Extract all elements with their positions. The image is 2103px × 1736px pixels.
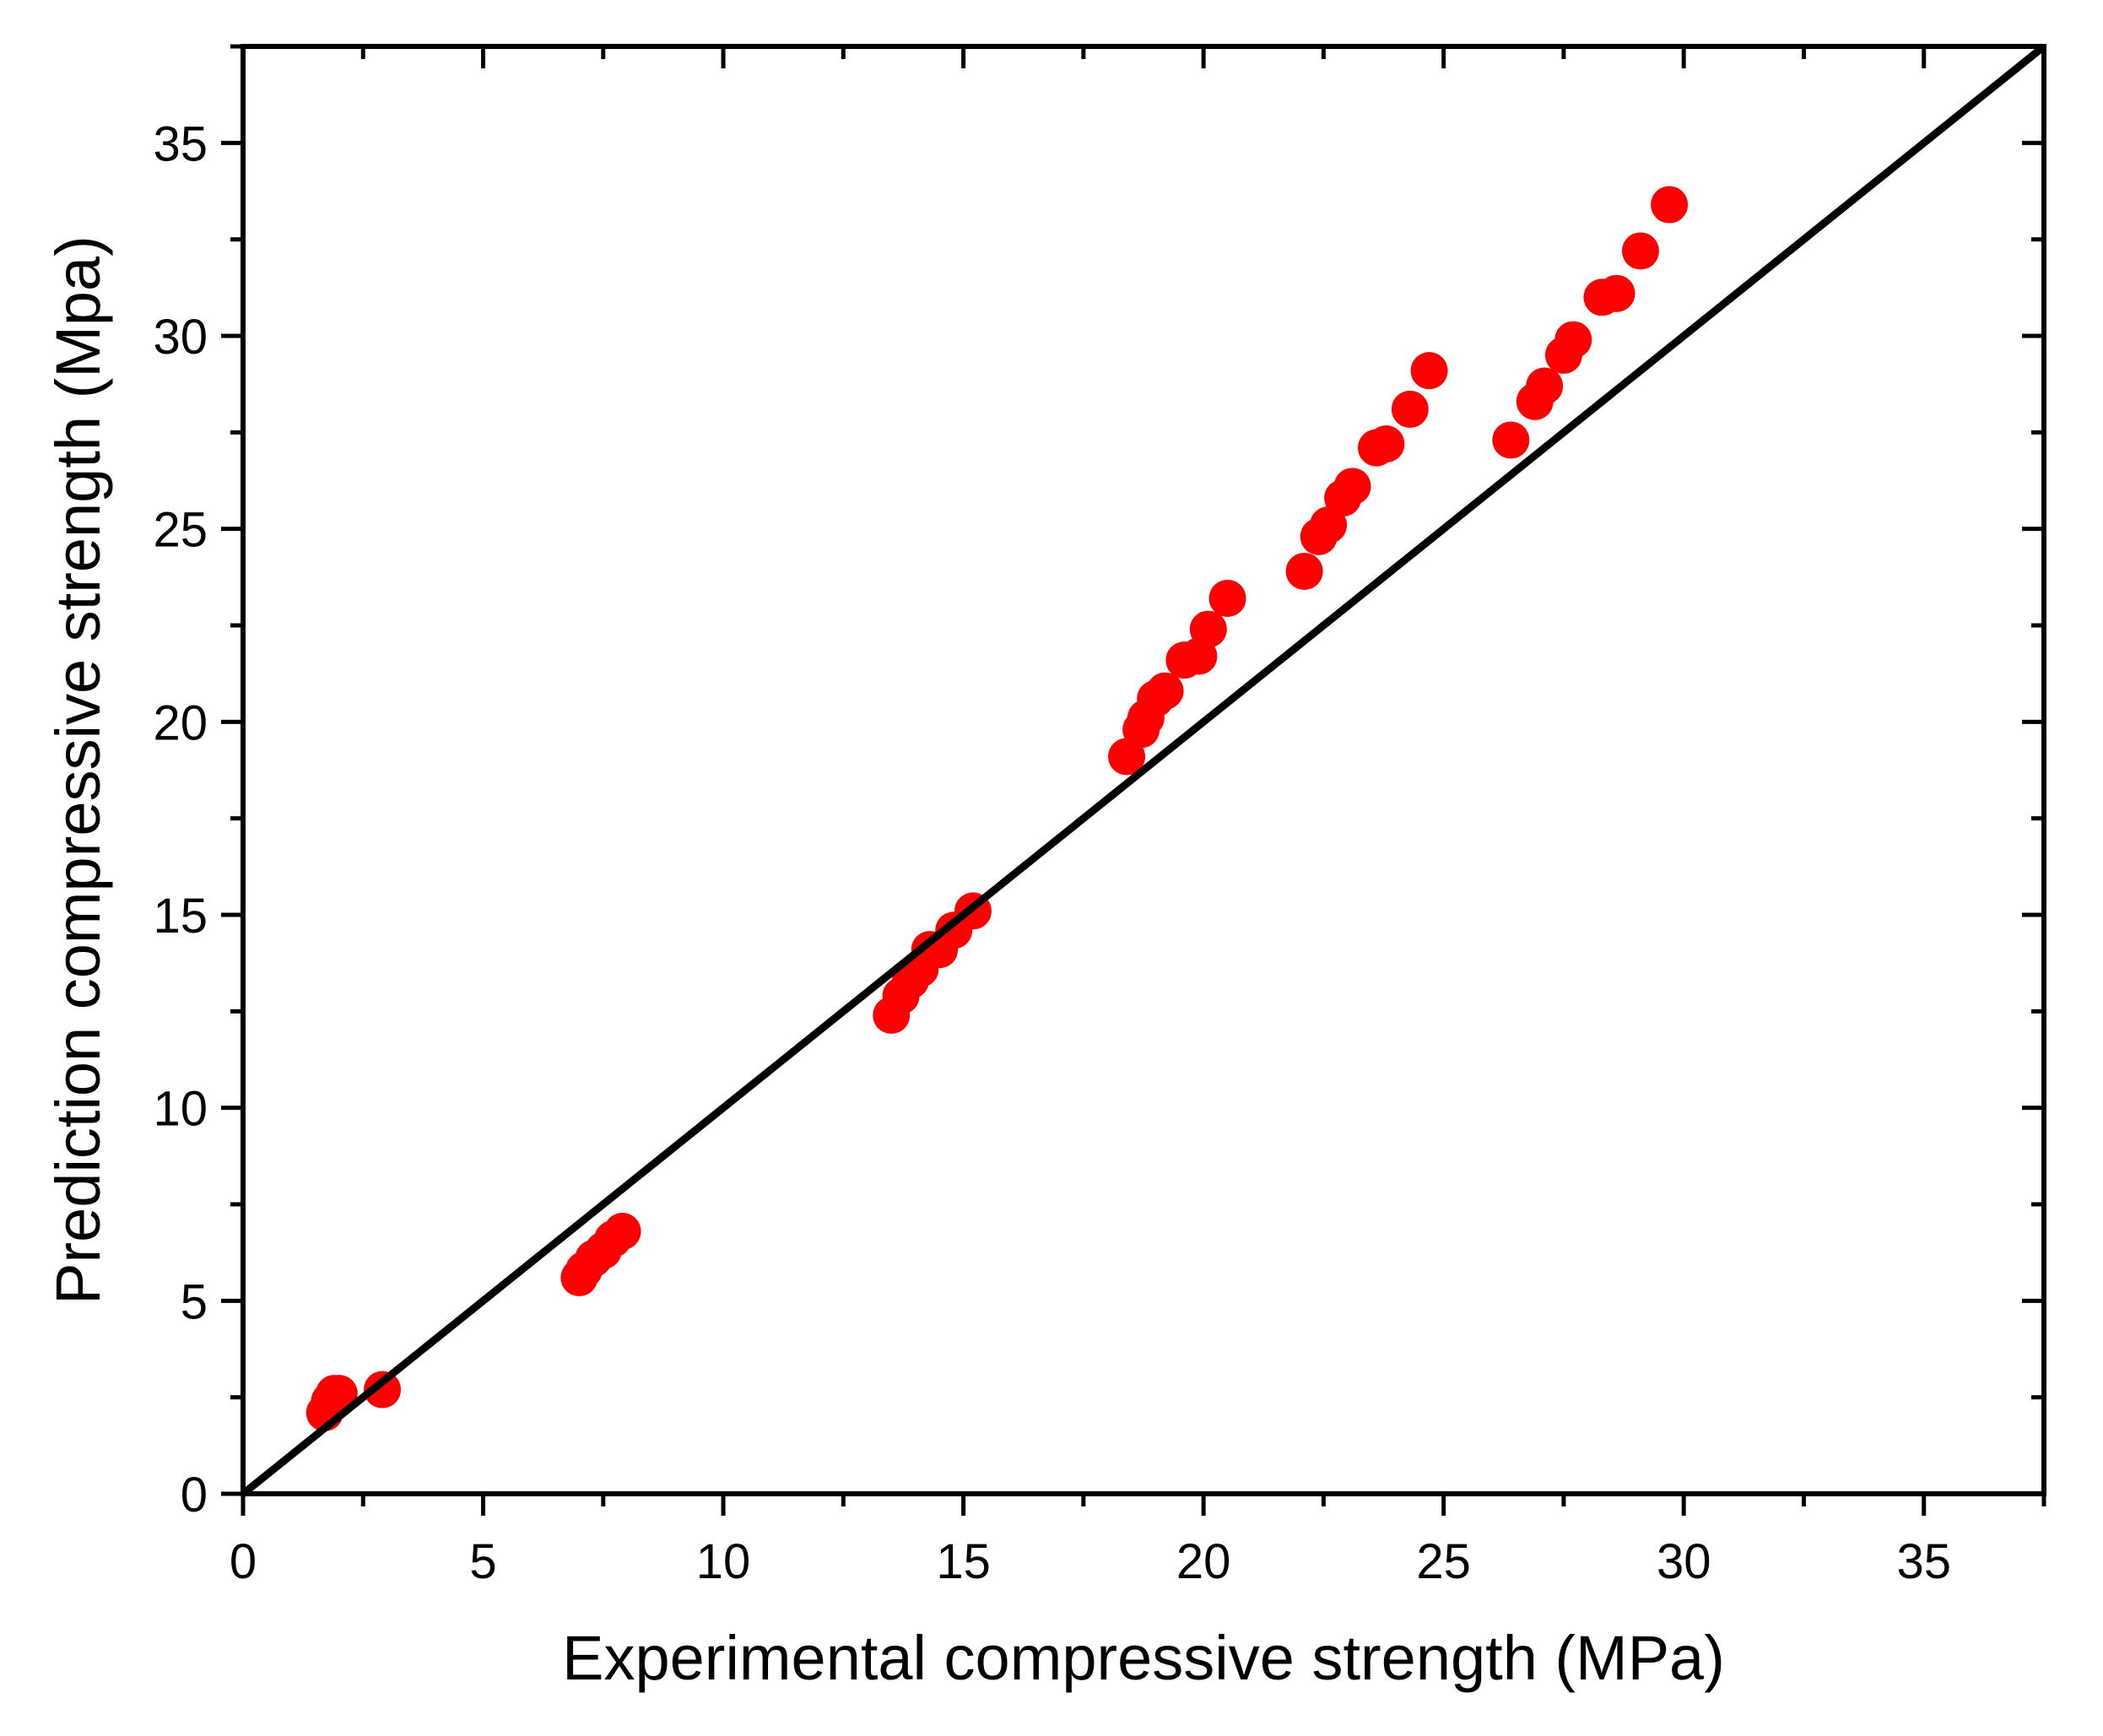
data-point: [1333, 468, 1371, 506]
data-point: [1391, 390, 1429, 428]
x-tick-label: 0: [230, 1534, 257, 1589]
x-axis-title: Experimental compressive strength (MPa): [562, 1623, 1725, 1693]
data-point: [1554, 321, 1592, 359]
x-tick-label: 25: [1416, 1534, 1471, 1589]
data-point: [1651, 186, 1689, 224]
x-tick-label: 15: [936, 1534, 991, 1589]
x-tick-label: 20: [1176, 1534, 1231, 1589]
data-point: [1526, 367, 1564, 405]
y-tick-label: 20: [153, 695, 208, 750]
y-tick-label: 0: [181, 1468, 208, 1522]
y-tick-label: 10: [153, 1082, 208, 1137]
data-point: [364, 1371, 402, 1409]
reference-line-y-equals-x: [241, 43, 2046, 1497]
data-point: [1146, 672, 1184, 710]
data-point: [320, 1375, 358, 1413]
x-tick-label: 30: [1657, 1534, 1711, 1589]
data-point: [603, 1213, 641, 1251]
data-point: [1189, 610, 1227, 648]
x-tick-label: 5: [469, 1534, 496, 1589]
data-point: [1598, 274, 1635, 312]
y-axis-title: Prediction compressive strength (Mpa): [43, 235, 113, 1305]
y-tick-label: 35: [153, 116, 208, 171]
data-points: [305, 186, 1689, 1431]
data-point: [1367, 425, 1405, 463]
plot-frame: [241, 44, 2046, 1496]
tick-labels: 0 5 10 15 20 25 30 35 0 5 10 15 20 25 30 35: [153, 116, 1951, 1589]
y-tick-label: 5: [181, 1274, 208, 1329]
x-tick-label: 10: [696, 1534, 751, 1589]
data-point: [1621, 232, 1659, 270]
data-point: [1285, 552, 1323, 590]
y-tick-label: 25: [153, 503, 208, 558]
y-tick-label: 30: [153, 310, 208, 365]
data-point: [1492, 421, 1530, 459]
data-point: [1410, 352, 1448, 390]
y-tick-label: 15: [153, 889, 208, 944]
x-tick-label: 35: [1896, 1534, 1951, 1589]
data-point: [1208, 579, 1246, 617]
